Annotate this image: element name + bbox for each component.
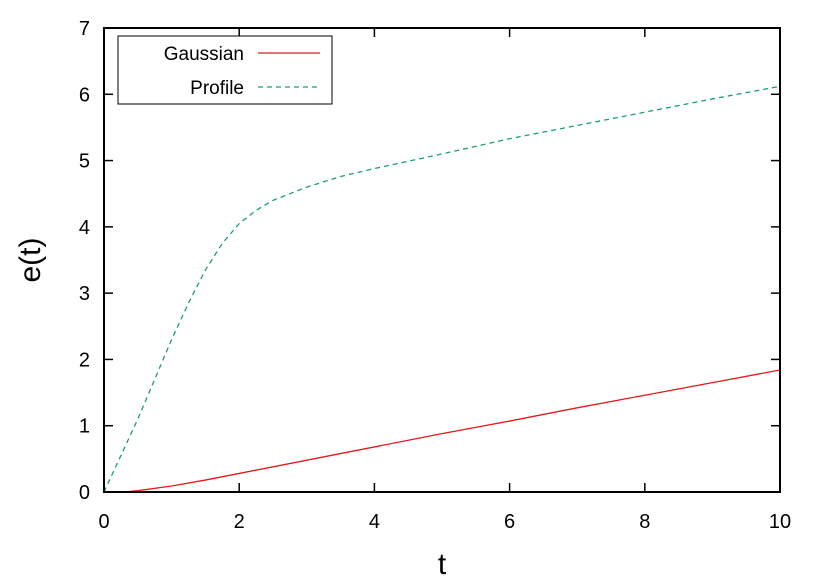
series-line-gaussian bbox=[104, 369, 781, 493]
y-tick-label: 3 bbox=[79, 283, 90, 305]
x-tick-label: 6 bbox=[504, 511, 515, 533]
legend-label-profile: Profile bbox=[190, 78, 244, 99]
x-tick-label: 0 bbox=[98, 511, 109, 533]
y-tick-label: 2 bbox=[79, 349, 90, 371]
x-axis-label: t bbox=[438, 548, 447, 581]
x-tick-label: 8 bbox=[639, 511, 650, 533]
x-tick-label: 10 bbox=[769, 511, 791, 533]
y-tick-label: 6 bbox=[79, 84, 90, 106]
y-tick-label: 7 bbox=[79, 18, 90, 40]
legend: Gaussian Profile bbox=[117, 35, 333, 105]
legend-label-gaussian: Gaussian bbox=[164, 44, 244, 65]
x-tick-label: 4 bbox=[369, 511, 380, 533]
y-tick-label: 0 bbox=[79, 482, 90, 504]
plot-frame bbox=[103, 27, 781, 493]
y-tick-label: 5 bbox=[79, 151, 90, 173]
y-axis-label: e(t) bbox=[14, 238, 47, 283]
legend-box bbox=[117, 35, 333, 105]
y-tick-label: 1 bbox=[79, 416, 90, 438]
x-tick-label: 2 bbox=[234, 511, 245, 533]
series-layer bbox=[103, 85, 781, 493]
y-tick-label: 4 bbox=[79, 217, 90, 239]
series-line-profile bbox=[103, 85, 781, 493]
